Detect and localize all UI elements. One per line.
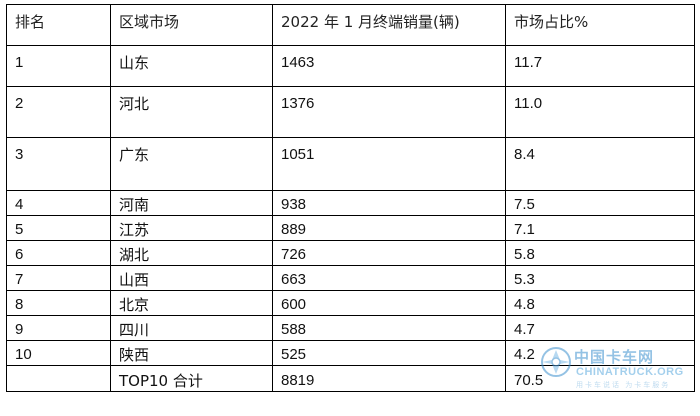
share-cell: 11.0 (505, 86, 695, 138)
rank-cell: 5 (6, 215, 111, 241)
total-rank-cell (6, 365, 111, 392)
sales-cell: 889 (272, 215, 506, 241)
header-region: 区域市场 (110, 4, 273, 46)
region-cell: 四川 (110, 315, 273, 341)
regional-sales-table: 排名 区域市场 2022 年 1 月终端销量(辆) 市场占比% 1 山东 146… (6, 4, 695, 392)
header-sales: 2022 年 1 月终端销量(辆) (272, 4, 506, 46)
table-row: 3 广东 1051 8.4 (6, 137, 695, 191)
table-row: 2 河北 1376 11.0 (6, 86, 695, 138)
table-row: 10 陕西 525 4.2 (6, 340, 695, 366)
table-header-row: 排名 区域市场 2022 年 1 月终端销量(辆) 市场占比% (6, 4, 695, 46)
rank-cell: 8 (6, 290, 111, 316)
table-total-row: TOP10 合计 8819 70.5 (6, 365, 695, 392)
region-cell: 广东 (110, 137, 273, 191)
sales-table-container: 排名 区域市场 2022 年 1 月终端销量(辆) 市场占比% 1 山东 146… (6, 4, 695, 392)
header-share: 市场占比% (505, 4, 695, 46)
table-row: 1 山东 1463 11.7 (6, 45, 695, 87)
region-cell: 河北 (110, 86, 273, 138)
share-cell: 4.2 (505, 340, 695, 366)
rank-cell: 1 (6, 45, 111, 87)
share-cell: 4.7 (505, 315, 695, 341)
sales-cell: 525 (272, 340, 506, 366)
sales-cell: 588 (272, 315, 506, 341)
table-row: 4 河南 938 7.5 (6, 190, 695, 216)
sales-cell: 663 (272, 265, 506, 291)
region-cell: 湖北 (110, 240, 273, 266)
rank-cell: 10 (6, 340, 111, 366)
region-cell: 山西 (110, 265, 273, 291)
share-cell: 5.8 (505, 240, 695, 266)
sales-cell: 1376 (272, 86, 506, 138)
total-share-cell: 70.5 (505, 365, 695, 392)
sales-cell: 1051 (272, 137, 506, 191)
region-cell: 陕西 (110, 340, 273, 366)
rank-cell: 4 (6, 190, 111, 216)
header-rank: 排名 (6, 4, 111, 46)
share-cell: 8.4 (505, 137, 695, 191)
rank-cell: 3 (6, 137, 111, 191)
table-row: 9 四川 588 4.7 (6, 315, 695, 341)
rank-cell: 9 (6, 315, 111, 341)
table-row: 7 山西 663 5.3 (6, 265, 695, 291)
region-cell: 河南 (110, 190, 273, 216)
rank-cell: 7 (6, 265, 111, 291)
share-cell: 5.3 (505, 265, 695, 291)
share-cell: 7.1 (505, 215, 695, 241)
rank-cell: 2 (6, 86, 111, 138)
sales-cell: 726 (272, 240, 506, 266)
sales-cell: 600 (272, 290, 506, 316)
table-row: 5 江苏 889 7.1 (6, 215, 695, 241)
table-row: 6 湖北 726 5.8 (6, 240, 695, 266)
sales-cell: 1463 (272, 45, 506, 87)
region-cell: 江苏 (110, 215, 273, 241)
total-label-cell: TOP10 合计 (110, 365, 273, 392)
share-cell: 11.7 (505, 45, 695, 87)
region-cell: 北京 (110, 290, 273, 316)
rank-cell: 6 (6, 240, 111, 266)
sales-cell: 938 (272, 190, 506, 216)
share-cell: 4.8 (505, 290, 695, 316)
table-row: 8 北京 600 4.8 (6, 290, 695, 316)
share-cell: 7.5 (505, 190, 695, 216)
total-sales-cell: 8819 (272, 365, 506, 392)
region-cell: 山东 (110, 45, 273, 87)
